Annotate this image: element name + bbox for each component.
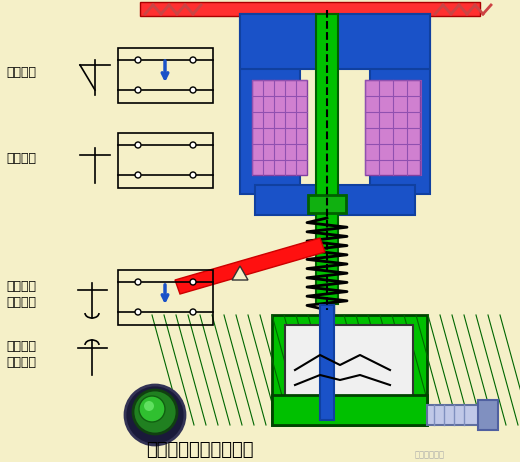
Polygon shape (232, 266, 248, 280)
Circle shape (144, 401, 154, 411)
Circle shape (190, 279, 196, 285)
Circle shape (190, 57, 196, 63)
Bar (240, 14, 430, 69)
Circle shape (135, 57, 141, 63)
Circle shape (190, 87, 196, 93)
Circle shape (190, 142, 196, 148)
Bar (118, 133, 213, 188)
Text: 瞬动常开: 瞬动常开 (6, 152, 36, 164)
Bar (365, 80, 420, 175)
Circle shape (125, 385, 185, 445)
Bar (370, 14, 430, 194)
Polygon shape (175, 238, 325, 294)
Circle shape (190, 172, 196, 178)
Text: 断电延时型时间继电器: 断电延时型时间继电器 (146, 441, 254, 459)
Bar (320, 215, 334, 315)
Circle shape (190, 309, 196, 315)
Bar (118, 48, 213, 103)
Bar (252, 80, 307, 175)
Text: 瞬动常闭: 瞬动常闭 (6, 66, 36, 79)
Bar (320, 305, 334, 420)
Bar (272, 315, 427, 425)
Bar (427, 405, 482, 425)
Circle shape (135, 142, 141, 148)
Bar (118, 270, 213, 325)
Text: 精品课程专用: 精品课程专用 (415, 450, 445, 460)
Bar (316, 14, 338, 304)
Text: 延时断开
常开触头: 延时断开 常开触头 (6, 280, 36, 310)
Bar (478, 400, 498, 430)
Circle shape (135, 87, 141, 93)
Circle shape (135, 279, 141, 285)
Circle shape (133, 390, 177, 434)
Text: 延时闭合
常闭触头: 延时闭合 常闭触头 (6, 340, 36, 370)
Circle shape (139, 396, 165, 422)
Bar (140, 2, 480, 16)
Circle shape (135, 309, 141, 315)
Circle shape (135, 172, 141, 178)
Bar (240, 14, 300, 194)
Bar (308, 195, 346, 213)
Bar (285, 325, 413, 405)
Bar (255, 185, 415, 215)
Bar (272, 395, 427, 425)
